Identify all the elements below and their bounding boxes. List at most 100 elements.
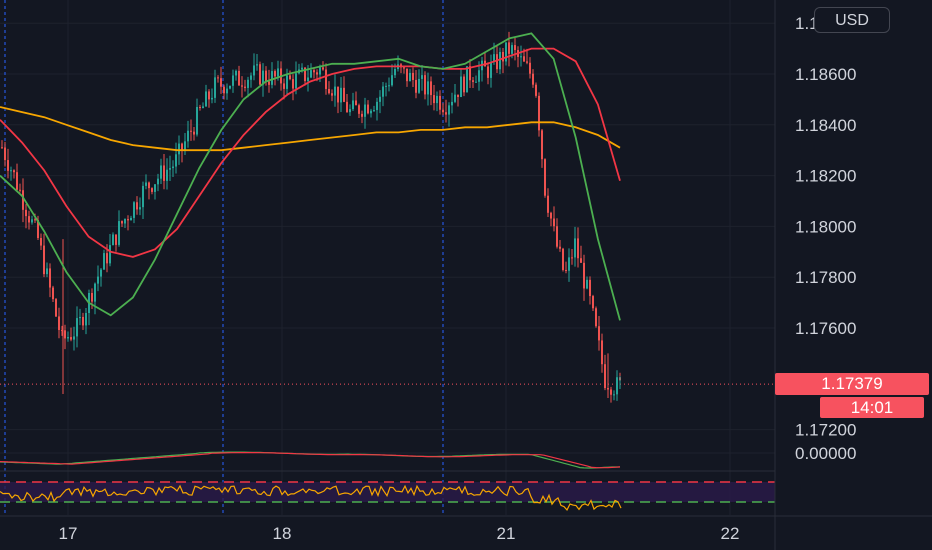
candle-body bbox=[205, 91, 207, 107]
candle-body bbox=[274, 71, 276, 77]
candle-body bbox=[526, 61, 528, 63]
candle-body bbox=[391, 75, 393, 86]
candle-body bbox=[394, 69, 396, 76]
candle-body bbox=[544, 159, 546, 196]
price-tick-label: 1.17200 bbox=[795, 421, 856, 440]
candle-body bbox=[28, 216, 30, 223]
candle-body bbox=[268, 81, 270, 85]
candle-body bbox=[604, 364, 606, 389]
candle-body bbox=[292, 79, 294, 89]
candle-body bbox=[37, 220, 39, 239]
candle-body bbox=[328, 88, 330, 94]
candle-body bbox=[382, 86, 384, 97]
candle-body bbox=[457, 94, 459, 98]
candle-body bbox=[232, 75, 234, 86]
candle-body bbox=[466, 66, 468, 93]
candle-body bbox=[283, 83, 285, 89]
candle-body bbox=[58, 316, 60, 331]
candle-body bbox=[412, 72, 414, 80]
candle-body bbox=[145, 182, 147, 186]
candle-body bbox=[310, 70, 312, 78]
candle-body bbox=[358, 105, 360, 114]
candle-body bbox=[322, 67, 324, 70]
time-axis-labels: 17 18 21 22 bbox=[59, 524, 740, 543]
candle-body bbox=[55, 299, 57, 317]
rsi-panel bbox=[0, 481, 775, 511]
moving-averages bbox=[0, 32, 621, 321]
candle-body bbox=[505, 42, 507, 62]
candles bbox=[1, 31, 621, 403]
candle-body bbox=[520, 56, 522, 58]
candle-body bbox=[514, 45, 516, 51]
price-tick-label: 1.17800 bbox=[795, 268, 856, 287]
rsi-line bbox=[0, 484, 622, 511]
candle-body bbox=[295, 73, 297, 89]
time-tick-label: 21 bbox=[497, 524, 516, 543]
currency-button[interactable]: USD bbox=[814, 7, 890, 33]
candle-body bbox=[163, 165, 165, 181]
candle-body bbox=[160, 165, 162, 179]
price-tick-label: 1.18200 bbox=[795, 167, 856, 186]
candle-body bbox=[379, 96, 381, 102]
candle-body bbox=[106, 253, 108, 264]
candle-body bbox=[583, 262, 585, 289]
candle-body bbox=[193, 131, 195, 135]
candle-body bbox=[142, 185, 144, 208]
candle-body bbox=[277, 68, 279, 77]
candle-body bbox=[286, 75, 288, 89]
candle-body bbox=[616, 377, 618, 395]
time-tick-label: 22 bbox=[721, 524, 740, 543]
candle-body bbox=[463, 76, 465, 93]
candle-body bbox=[535, 84, 537, 96]
candle-body bbox=[118, 221, 120, 245]
candle-body bbox=[202, 106, 204, 109]
time-tick-label: 17 bbox=[59, 524, 78, 543]
candle-body bbox=[364, 104, 366, 117]
candle-body bbox=[487, 66, 489, 78]
candle-body bbox=[100, 269, 102, 277]
candle-body bbox=[508, 42, 510, 54]
candle-body bbox=[433, 95, 435, 104]
candle-body bbox=[490, 61, 492, 78]
candle-body bbox=[598, 326, 600, 341]
candle-body bbox=[523, 56, 525, 62]
candle-body bbox=[367, 104, 369, 114]
candle-body bbox=[139, 207, 141, 210]
candle-body bbox=[241, 85, 243, 87]
price-tick-label: 1.18400 bbox=[795, 116, 856, 135]
candle-body bbox=[247, 79, 249, 88]
candle-body bbox=[46, 268, 48, 275]
candle-body bbox=[301, 67, 303, 70]
candle-body bbox=[34, 219, 36, 221]
candle-body bbox=[430, 81, 432, 96]
candle-body bbox=[370, 110, 372, 114]
candle-body bbox=[70, 337, 72, 340]
candle-body bbox=[76, 318, 78, 337]
price-tick-label: 1.18600 bbox=[795, 65, 856, 84]
candle-body bbox=[253, 65, 255, 76]
candle-body bbox=[409, 72, 411, 82]
time-tick-label: 18 bbox=[273, 524, 292, 543]
candle-body bbox=[589, 279, 591, 297]
candle-body bbox=[316, 72, 318, 75]
candle-body bbox=[571, 257, 573, 259]
candle-body bbox=[40, 238, 42, 246]
candle-body bbox=[256, 64, 258, 66]
candle-body bbox=[178, 143, 180, 155]
candle-body bbox=[271, 71, 273, 85]
candle-body bbox=[469, 66, 471, 81]
candle-body bbox=[16, 172, 18, 190]
candle-body bbox=[13, 170, 15, 173]
candle-body bbox=[475, 81, 477, 83]
candle-body bbox=[313, 70, 315, 73]
candle-body bbox=[223, 86, 225, 94]
candle-body bbox=[595, 308, 597, 327]
candle-body bbox=[7, 160, 9, 171]
candle-body bbox=[52, 287, 54, 300]
current-price-tag: 1.17379 bbox=[775, 373, 929, 395]
candle-body bbox=[613, 394, 615, 396]
candle-body bbox=[538, 95, 540, 131]
candle-body bbox=[334, 86, 336, 96]
